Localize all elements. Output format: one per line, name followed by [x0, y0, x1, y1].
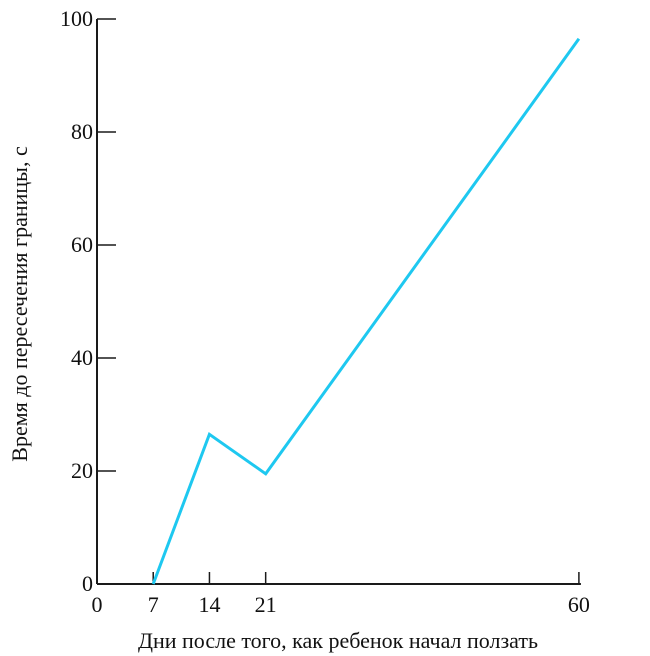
x-tick-label: 21 [255, 592, 277, 617]
y-tick-label: 60 [71, 232, 93, 257]
y-tick-label: 40 [71, 345, 93, 370]
x-ticks: 0 7 14 21 60 [92, 572, 590, 617]
x-axis-label: Дни после того, как ребенок начал ползат… [138, 628, 538, 653]
y-tick-label: 20 [71, 458, 93, 483]
x-tick-label: 14 [198, 592, 220, 617]
y-tick-label: 0 [82, 571, 93, 596]
series [151, 37, 581, 585]
y-axis-label: Время до пересечения границы, с [7, 146, 32, 462]
x-tick-label: 7 [148, 592, 159, 617]
y-tick-label: 80 [71, 119, 93, 144]
x-tick-label: 60 [568, 592, 590, 617]
y-ticks: 0 20 40 60 80 100 [60, 6, 116, 596]
axes [96, 19, 581, 585]
x-tick-label: 0 [92, 592, 103, 617]
series-line [151, 37, 581, 585]
y-tick-label: 100 [60, 6, 93, 31]
